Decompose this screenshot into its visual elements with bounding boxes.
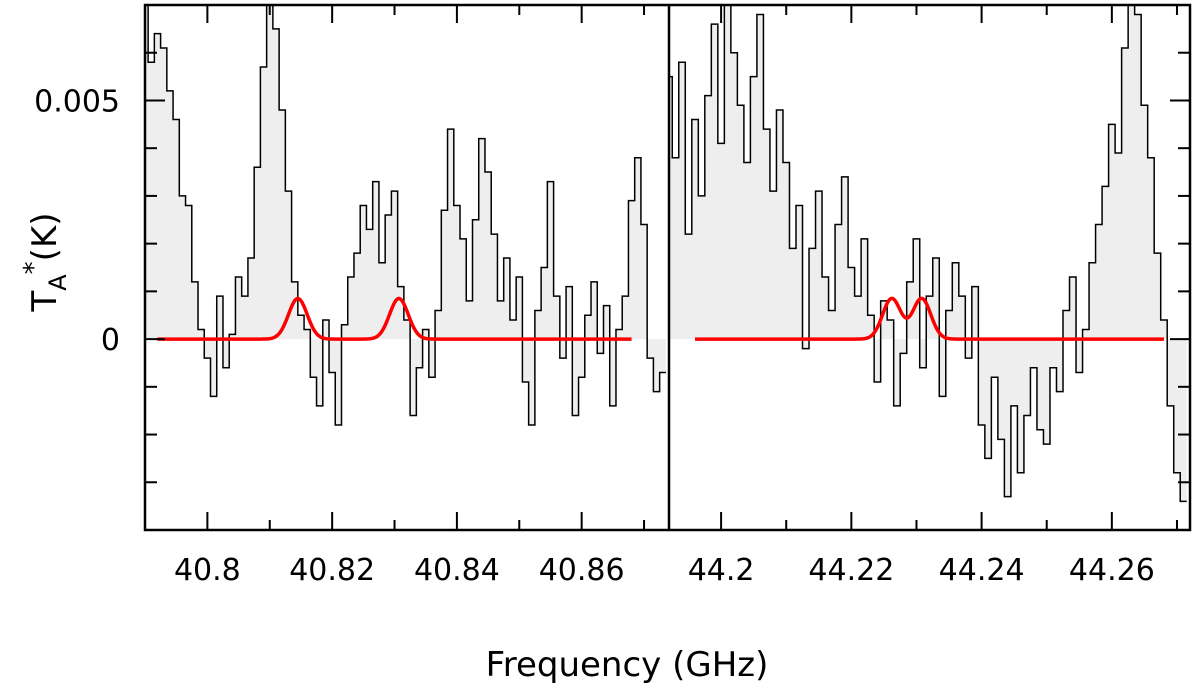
x-tick-label-right: 44.2 [688, 553, 755, 588]
x-tick-label-left: 40.8 [174, 553, 241, 588]
right-panel [669, 5, 1187, 503]
plot-frame [143, 3, 1192, 532]
spectrum-fill-left [145, 5, 666, 425]
axis-ticks: 40.8 40.82 40.84 40.86 0 0.005 44.2 44.22 44.24 4… [34, 4, 1190, 588]
x-axis-title: Frequency (GHz) [486, 645, 769, 685]
x-tick-label-right: 44.26 [1069, 553, 1155, 588]
model-spectrum-left [157, 296, 632, 341]
y-tick-label: 0.005 [34, 84, 120, 119]
x-tick-label-left: 40.84 [414, 553, 500, 588]
observed-spectrum-left [147, 5, 666, 426]
spectrum-fill-right [669, 5, 1187, 502]
y-axis-title-subscript: A [44, 274, 72, 291]
observed-spectrum-right [669, 5, 1187, 503]
outer-frame [143, 3, 1192, 532]
x-tick-label-left: 40.82 [289, 553, 375, 588]
y-axis-title-superscript: * [19, 261, 49, 274]
x-tick-label-left: 40.86 [539, 553, 625, 588]
left-panel [145, 5, 666, 426]
y-axis-title: TA*(K) [19, 212, 72, 312]
y-axis-title-unit: (K) [25, 212, 65, 261]
x-tick-label-right: 44.22 [808, 553, 894, 588]
x-tick-label-right: 44.24 [939, 553, 1025, 588]
panel-right-plot-area [669, 5, 1187, 503]
model-spectrum-right [695, 296, 1164, 341]
panel-left-plot-area [145, 5, 666, 426]
y-axis-title-main: T [25, 291, 65, 313]
y-tick-label: 0 [101, 323, 120, 358]
